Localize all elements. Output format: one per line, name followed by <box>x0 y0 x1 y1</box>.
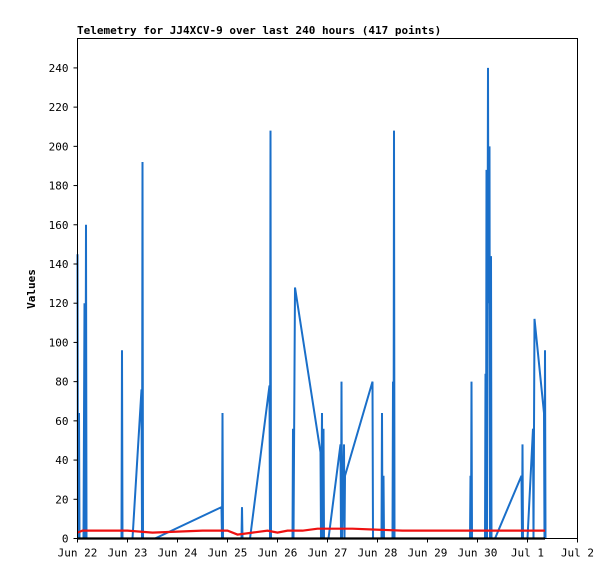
x-tick-label: Jun 30 <box>458 547 498 560</box>
series-1-line <box>76 67 547 540</box>
y-tick-label: 100 <box>49 336 69 349</box>
x-tick-label: Jun 25 <box>208 547 248 560</box>
y-tick-label: 160 <box>49 219 69 232</box>
y-tick-label: 60 <box>55 415 68 428</box>
y-axis-ticks: 0 20 40 60 80 100 120 140 160 180 200 220 240 <box>49 62 78 546</box>
x-tick-label: Jun 22 <box>58 547 98 560</box>
y-tick-label: 40 <box>55 454 68 467</box>
series-2-line <box>77 527 545 536</box>
y-tick-label: 220 <box>49 101 69 114</box>
y-tick-label: 120 <box>49 297 69 310</box>
plot-frame <box>77 38 578 539</box>
chart-title: Telemetry for JJ4XCV-9 over last 240 hou… <box>77 24 441 37</box>
y-tick-label: 80 <box>55 376 68 389</box>
x-tick-label: Jun 29 <box>408 547 448 560</box>
x-tick-label: Jul 2 <box>561 547 594 560</box>
x-tick-label: Jun 27 <box>308 547 348 560</box>
y-tick-label: 240 <box>49 62 69 75</box>
x-tick-label: Jun 23 <box>108 547 148 560</box>
x-axis-ticks: Jun 22 Jun 23 Jun 24 Jun 25 Jun 26 Jun 27 Jun … <box>58 538 594 560</box>
series-layer <box>76 67 547 540</box>
x-tick-label: Jun 26 <box>258 547 298 560</box>
y-tick-label: 180 <box>49 180 69 193</box>
y-tick-label: 200 <box>49 140 69 153</box>
y-axis-label: Values <box>25 269 38 309</box>
x-tick-label: Jul 1 <box>511 547 544 560</box>
x-tick-label: Jun 24 <box>158 547 198 560</box>
y-tick-label: 20 <box>55 493 68 506</box>
y-tick-label: 140 <box>49 258 69 271</box>
x-tick-label: Jun 28 <box>358 547 398 560</box>
y-tick-label: 0 <box>62 533 69 546</box>
